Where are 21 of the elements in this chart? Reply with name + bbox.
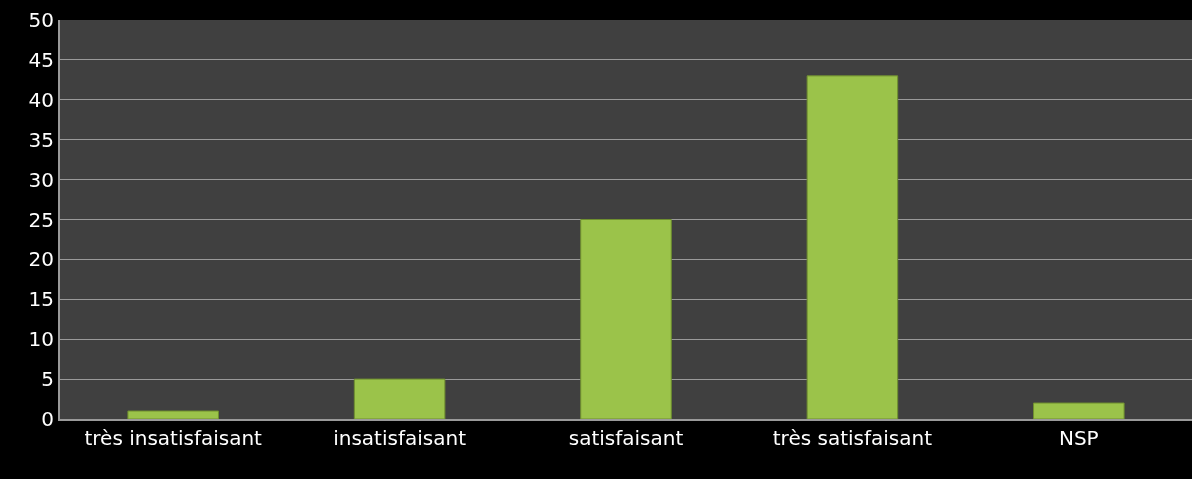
x-tick-label: insatisfaisant (333, 426, 467, 450)
y-tick-label: 20 (28, 247, 54, 272)
y-tick-label: 15 (28, 287, 54, 312)
bar (580, 219, 672, 419)
y-tick-label: 45 (28, 47, 54, 72)
bar (353, 378, 446, 419)
y-tick-label: 35 (28, 127, 54, 152)
y-tick-label: 50 (28, 8, 54, 32)
x-tick-label: NSP (1058, 426, 1099, 450)
y-tick-label: 30 (28, 167, 54, 192)
y-tick-label: 25 (28, 207, 54, 232)
x-tick-label: satisfaisant (568, 426, 684, 450)
bar (127, 410, 219, 419)
y-tick-label: 40 (28, 87, 54, 112)
x-tick-label: très satisfaisant (772, 426, 933, 450)
bar (1033, 402, 1125, 419)
bar (806, 75, 899, 419)
y-tick-label: 0 (41, 407, 54, 431)
y-tick-label: 10 (28, 327, 54, 352)
y-tick-label: 5 (41, 367, 54, 392)
x-tick-label: très insatisfaisant (84, 426, 263, 450)
